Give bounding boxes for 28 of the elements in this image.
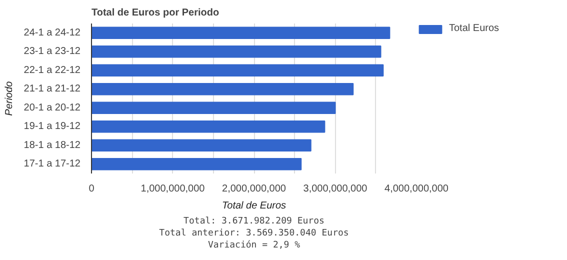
y-tick-label: 18-1 a 18-12 (24, 140, 81, 151)
y-tick-label: 19-1 a 19-12 (24, 121, 81, 132)
bar (92, 46, 382, 58)
y-tick-label: 20-1 a 20-12 (24, 102, 81, 114)
chart-title: Total de Euros por Periodo (92, 8, 220, 18)
text: Total: 3.671.982.209 Euros (184, 216, 324, 226)
text: 1,000,000,000 (140, 184, 205, 194)
y-axis-title: Periodo (4, 80, 15, 116)
bar (92, 120, 326, 133)
y-tick-label: 24-1 a 24-12 (24, 27, 81, 38)
bar (92, 158, 302, 170)
x-tick-label: 0 (88, 184, 95, 194)
y-tick-label: 23-1 a 23-12 (24, 46, 81, 58)
bar (92, 64, 384, 76)
x-tick-label: 4,000,000,000 (384, 184, 449, 194)
bar (92, 139, 312, 152)
x-tick-label: 2,000,000,000 (222, 184, 286, 194)
bar (92, 83, 354, 96)
x-tick-label: 3,000,000,000 (303, 184, 368, 194)
legend-label: Total Euros (449, 23, 500, 34)
text: Total anterior: 3.569.350.040 Euros (159, 228, 349, 238)
bar (92, 26, 390, 39)
y-tick-label: 22-1 a 22-12 (24, 64, 81, 76)
x-axis-title: Total de Euros (222, 200, 286, 212)
text: Variación = 2,9 % (208, 240, 301, 250)
y-tick-label: 21-1 a 21-12 (24, 84, 81, 95)
y-tick-label: 17-1 a 17-12 (24, 158, 81, 170)
bar (92, 102, 336, 114)
